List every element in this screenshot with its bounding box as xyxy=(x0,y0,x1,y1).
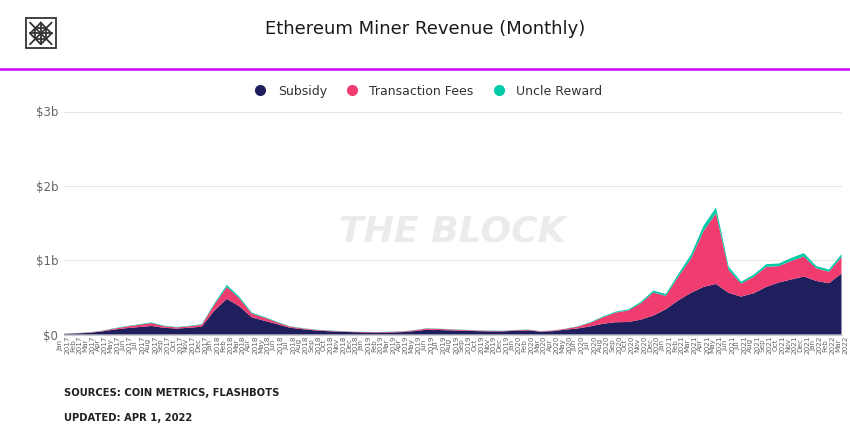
Text: SOURCES: COIN METRICS, FLASHBOTS: SOURCES: COIN METRICS, FLASHBOTS xyxy=(64,388,279,398)
Bar xyxy=(26,18,56,49)
Text: THE BLOCK: THE BLOCK xyxy=(339,215,566,249)
Text: Ethereum Miner Revenue (Monthly): Ethereum Miner Revenue (Monthly) xyxy=(265,20,585,38)
Legend: Subsidy, Transaction Fees, Uncle Reward: Subsidy, Transaction Fees, Uncle Reward xyxy=(243,80,607,103)
Text: UPDATED: APR 1, 2022: UPDATED: APR 1, 2022 xyxy=(64,413,192,422)
Bar xyxy=(36,28,46,39)
